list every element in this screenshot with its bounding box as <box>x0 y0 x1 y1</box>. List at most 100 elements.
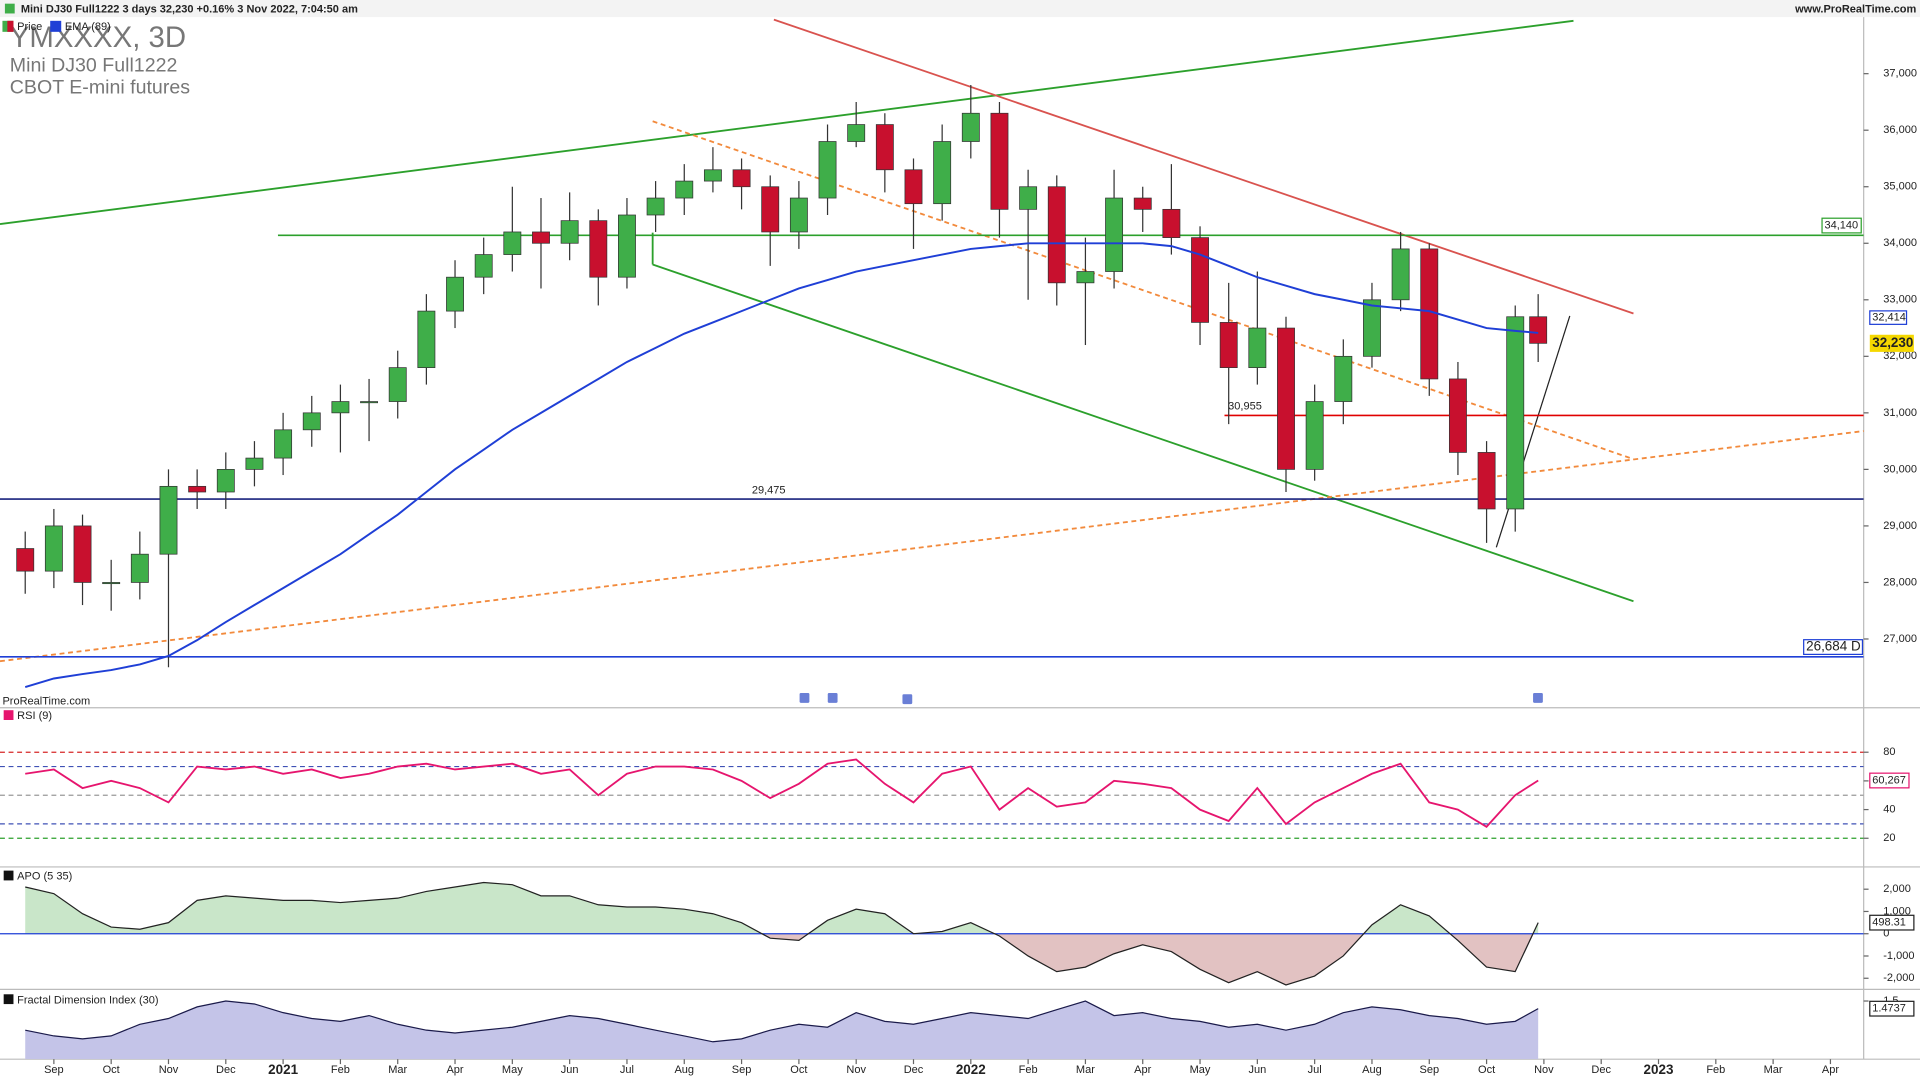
candle-body <box>1191 237 1209 323</box>
event-icon <box>827 693 838 703</box>
candle-body <box>1363 299 1381 357</box>
candle-body <box>1047 186 1066 284</box>
candle-body <box>331 401 350 414</box>
legend-swatch <box>50 20 62 32</box>
candle-body <box>1334 355 1353 402</box>
candle-body <box>1219 322 1238 368</box>
y-tick-label: 34,000 <box>1883 237 1917 249</box>
candle-body <box>474 254 493 278</box>
level-label: 26,684 D <box>1806 639 1861 654</box>
trendline <box>0 19 1574 225</box>
chart-subtitle: Mini DJ30 Full1222 <box>10 54 178 76</box>
watermark: ProRealTime.com <box>2 696 90 708</box>
trendline <box>773 18 1634 315</box>
candle-body <box>216 469 235 493</box>
candle-body <box>188 485 207 493</box>
x-tick-label: Aug <box>1362 1064 1382 1076</box>
legend-label: Price <box>17 21 42 33</box>
value-label: 498.31 <box>1872 917 1906 929</box>
x-tick-label: Nov <box>1534 1064 1554 1076</box>
value-label-box <box>1869 914 1915 931</box>
trendline <box>0 430 1864 663</box>
x-tick-label: Sep <box>1419 1064 1439 1076</box>
trendline <box>652 120 1634 461</box>
value-label: 32,414 <box>1872 312 1906 324</box>
level-label-box <box>1803 639 1864 656</box>
x-tick-label: 2022 <box>956 1062 986 1077</box>
exchange: CBOT E-mini futures <box>10 76 190 98</box>
y-tick-label: 30,000 <box>1883 463 1917 475</box>
candle-body <box>1105 197 1124 272</box>
x-tick-label: Oct <box>103 1064 120 1076</box>
candle-body <box>875 124 894 171</box>
x-tick-label: Aug <box>674 1064 694 1076</box>
candle-body <box>102 582 121 585</box>
indicator-line <box>25 881 1539 986</box>
price-label-box <box>1869 334 1914 352</box>
panel <box>0 881 1864 986</box>
candle-body <box>646 197 665 216</box>
y-tick-label: 33,000 <box>1883 294 1917 306</box>
candle-body <box>73 525 92 583</box>
candle-body <box>618 214 636 278</box>
candle-body <box>532 231 550 244</box>
value-label-box <box>1869 1000 1915 1017</box>
area-negative <box>761 933 1533 985</box>
area-positive <box>25 882 1539 934</box>
site: www.ProRealTime.com <box>1794 4 1916 16</box>
candle-body <box>904 169 923 205</box>
x-tick-label: May <box>1190 1064 1211 1076</box>
x-tick-label: Oct <box>1478 1064 1495 1076</box>
level-label: 29,475 <box>752 484 786 496</box>
x-tick-label: Sep <box>732 1064 752 1076</box>
y-tick-label: 20 <box>1883 832 1895 844</box>
candle-body <box>1305 401 1324 470</box>
x-tick-label: May <box>502 1064 523 1076</box>
candle-body <box>961 112 980 142</box>
ema-line <box>24 242 1539 688</box>
candle-body <box>818 141 837 199</box>
x-tick-label: Feb <box>1706 1064 1725 1076</box>
x-tick-label: Dec <box>1591 1064 1611 1076</box>
y-tick-label: 37,000 <box>1883 68 1917 80</box>
app-icon <box>4 3 15 14</box>
y-tick-label: 35,000 <box>1883 181 1917 193</box>
x-tick-label: Jun <box>1248 1064 1266 1076</box>
x-tick-label: 2023 <box>1644 1062 1674 1077</box>
candle-body <box>274 429 293 459</box>
y-tick-label: 36,000 <box>1883 124 1917 136</box>
candle-body <box>503 231 522 255</box>
y-tick-label: 29,000 <box>1883 520 1917 532</box>
panel-swatch <box>3 994 14 1005</box>
x-tick-label: Apr <box>1134 1064 1151 1076</box>
trendline <box>652 263 1634 603</box>
y-tick-label: 28,000 <box>1883 576 1917 588</box>
y-tick-label: 27,000 <box>1883 633 1917 645</box>
event-icon <box>902 694 913 705</box>
x-tick-label: Nov <box>846 1064 866 1076</box>
x-tick-label: Jun <box>561 1064 579 1076</box>
panel-title: APO (5 35) <box>17 871 72 883</box>
event-icon <box>799 693 810 703</box>
x-tick-label: Mar <box>1076 1064 1095 1076</box>
panel: 34,140 30,955 29,475 26,684 D <box>0 84 1864 688</box>
x-tick-label: Oct <box>790 1064 807 1076</box>
indicator-line <box>25 758 1539 828</box>
y-tick-label: 1,000 <box>1883 905 1911 917</box>
candle-body <box>388 367 407 402</box>
area-positive <box>25 1001 1539 1060</box>
x-tick-label: Sep <box>44 1064 64 1076</box>
x-tick-label: Apr <box>1822 1064 1839 1076</box>
candle-body <box>159 485 178 555</box>
candle-body <box>990 112 1009 210</box>
value-label: 60,267 <box>1872 774 1906 786</box>
y-tick-label: 0 <box>1883 928 1889 940</box>
candle-body <box>302 412 321 431</box>
candle-body <box>847 124 866 142</box>
indicator-line <box>25 1000 1539 1043</box>
candle-body <box>1477 452 1496 510</box>
candle-body <box>417 310 436 369</box>
x-tick-label: Dec <box>216 1064 236 1076</box>
panel <box>0 751 1864 839</box>
